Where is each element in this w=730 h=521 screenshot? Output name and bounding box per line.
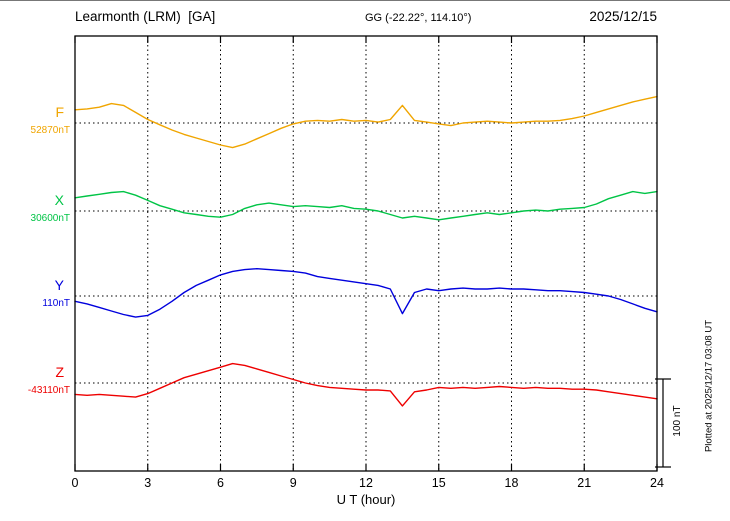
- channel-label-Z: Z: [55, 364, 64, 380]
- channel-baseline-value-F: 52870nT: [30, 125, 70, 136]
- plotted-timestamp: Plotted at 2025/12/17 03:08 UT: [703, 319, 715, 453]
- x-tick-label: 24: [650, 476, 664, 490]
- trace-Y: [74, 268, 658, 318]
- channel-baseline-value-Z: -43110nT: [27, 385, 70, 396]
- x-tick-label: 3: [144, 476, 152, 490]
- x-axis-title: U T (hour): [336, 492, 396, 507]
- x-tick-label: 9: [289, 476, 297, 490]
- trace-X: [74, 190, 658, 221]
- x-tick-label: 0: [71, 476, 79, 490]
- x-tick-label: 15: [431, 476, 446, 490]
- x-tick-label: 21: [577, 476, 592, 490]
- channel-label-X: X: [54, 192, 64, 208]
- channel-label-Y: Y: [54, 277, 64, 293]
- trace-Z: [74, 362, 658, 407]
- trace-F: [74, 95, 658, 149]
- channel-baseline-value-Y: 110nT: [42, 298, 70, 309]
- plot-date: 2025/12/15: [589, 9, 657, 24]
- channel-baseline-value-X: 30600nT: [30, 213, 70, 224]
- channel-label-F: F: [55, 104, 64, 120]
- x-tick-label: 18: [504, 476, 519, 490]
- x-tick-label: 6: [217, 476, 224, 490]
- station-title: Learmonth (LRM) [GA]: [75, 9, 216, 24]
- x-tick-label: 12: [359, 476, 373, 490]
- scale-bar-label: 100 nT: [672, 405, 683, 437]
- station-coordinates: GG (-22.22°, 114.10°): [365, 12, 472, 24]
